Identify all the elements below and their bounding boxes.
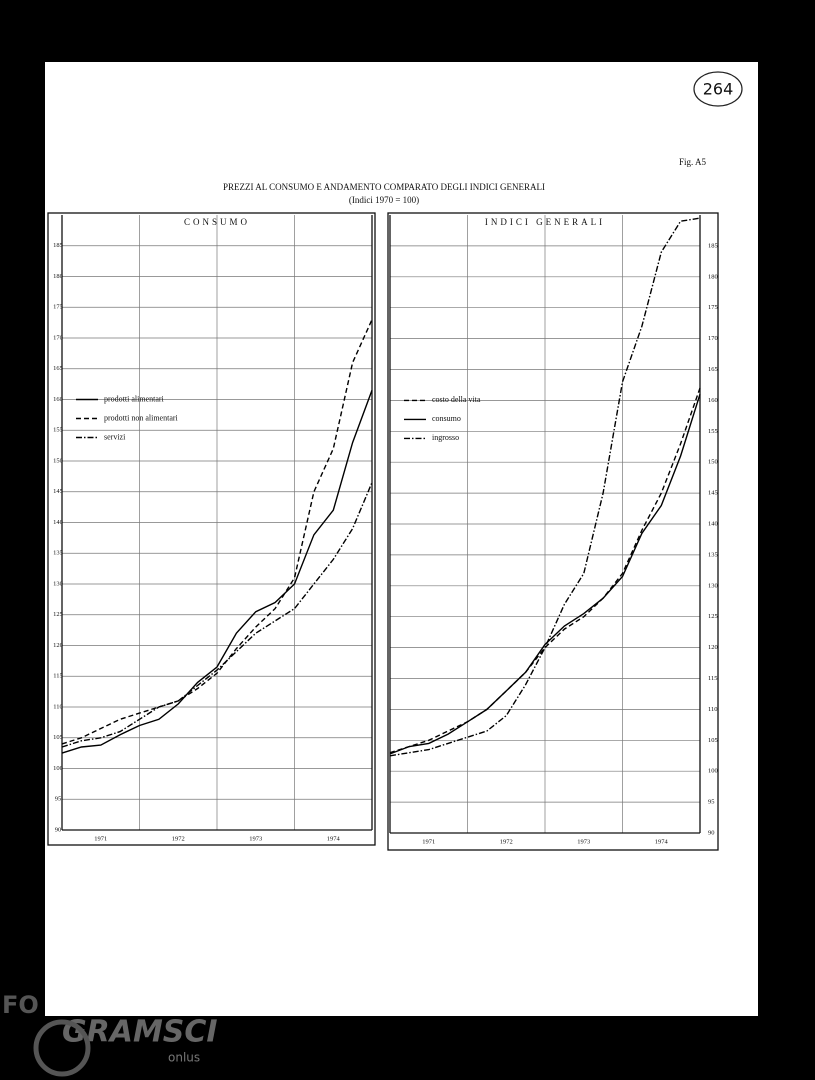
y-tick-label: 115 [708, 675, 718, 682]
y-tick-label: 115 [53, 673, 63, 680]
x-tick-label: 1971 [422, 838, 435, 845]
y-tick-label: 150 [53, 457, 63, 464]
page-number-circle [693, 71, 743, 107]
series-line [61, 319, 373, 745]
x-tick-label: 1974 [655, 838, 669, 845]
chart-frame [387, 212, 719, 851]
y-tick-label: 180 [708, 273, 718, 280]
watermark-tag: onlus [168, 1051, 200, 1065]
y-tick-label: 125 [53, 611, 63, 618]
y-tick-label: 135 [53, 550, 63, 557]
y-tick-label: 145 [53, 488, 63, 495]
y-tick-label: 130 [708, 582, 718, 589]
x-tick-label: 1972 [172, 835, 185, 842]
y-tick-label: 120 [53, 642, 63, 649]
y-tick-label: 170 [708, 335, 718, 342]
y-tick-label: 135 [708, 551, 718, 558]
legend-label: servizi [104, 432, 126, 441]
y-tick-label: 175 [53, 304, 63, 311]
y-tick-label: 105 [53, 734, 63, 741]
series-line [389, 387, 701, 754]
y-tick-label: 160 [708, 397, 718, 404]
chart-title: CONSUMO [184, 217, 250, 227]
y-tick-label: 175 [708, 304, 718, 311]
y-tick-label: 160 [53, 396, 63, 403]
y-tick-label: 130 [53, 580, 63, 587]
series-line [61, 390, 373, 754]
y-tick-label: 145 [708, 490, 718, 497]
paper [45, 62, 758, 1016]
y-tick-label: 100 [708, 768, 718, 775]
chart-title: INDICI GENERALI [485, 217, 605, 227]
subtitle: (Indici 1970 = 100) [349, 195, 419, 205]
legend-label: prodotti non alimentari [104, 413, 179, 422]
y-tick-label: 95 [55, 796, 62, 803]
watermark-left: FO [2, 991, 39, 1019]
page-number: 264 [703, 80, 734, 99]
y-tick-label: 90 [55, 826, 62, 833]
y-tick-label: 95 [708, 799, 715, 806]
legend-label: ingrosso [432, 433, 459, 442]
y-tick-label: 165 [708, 366, 718, 373]
y-tick-label: 165 [53, 365, 63, 372]
y-tick-label: 170 [53, 334, 63, 341]
x-tick-label: 1974 [327, 835, 341, 842]
y-tick-label: 105 [708, 737, 718, 744]
chart-frame [47, 212, 376, 846]
series-line [389, 217, 701, 757]
y-tick-label: 150 [708, 459, 718, 466]
y-tick-label: 140 [708, 520, 718, 527]
watermark-logo [33, 1019, 91, 1077]
series-line [61, 482, 373, 748]
legend-label: prodotti alimentari [104, 394, 165, 403]
y-tick-label: 155 [708, 428, 718, 435]
y-tick-label: 125 [708, 613, 718, 620]
y-tick-label: 100 [53, 765, 63, 772]
x-tick-label: 1973 [249, 835, 262, 842]
y-tick-label: 180 [53, 273, 63, 280]
x-tick-label: 1971 [94, 835, 107, 842]
y-tick-label: 155 [53, 427, 63, 434]
y-tick-label: 110 [53, 703, 63, 710]
figure-label: Fig. A5 [679, 157, 707, 167]
legend-label: consumo [432, 414, 461, 423]
x-tick-label: 1972 [500, 838, 513, 845]
y-tick-label: 185 [708, 242, 718, 249]
y-tick-label: 110 [708, 706, 718, 713]
legend-label: costo della vita [432, 395, 481, 404]
x-tick-label: 1973 [577, 838, 590, 845]
y-tick-label: 120 [708, 644, 718, 651]
y-tick-label: 185 [53, 242, 63, 249]
series-line [389, 393, 701, 755]
main-title: PREZZI AL CONSUMO E ANDAMENTO COMPARATO … [223, 182, 545, 192]
y-tick-label: 140 [53, 519, 63, 526]
y-tick-label: 90 [708, 829, 715, 836]
